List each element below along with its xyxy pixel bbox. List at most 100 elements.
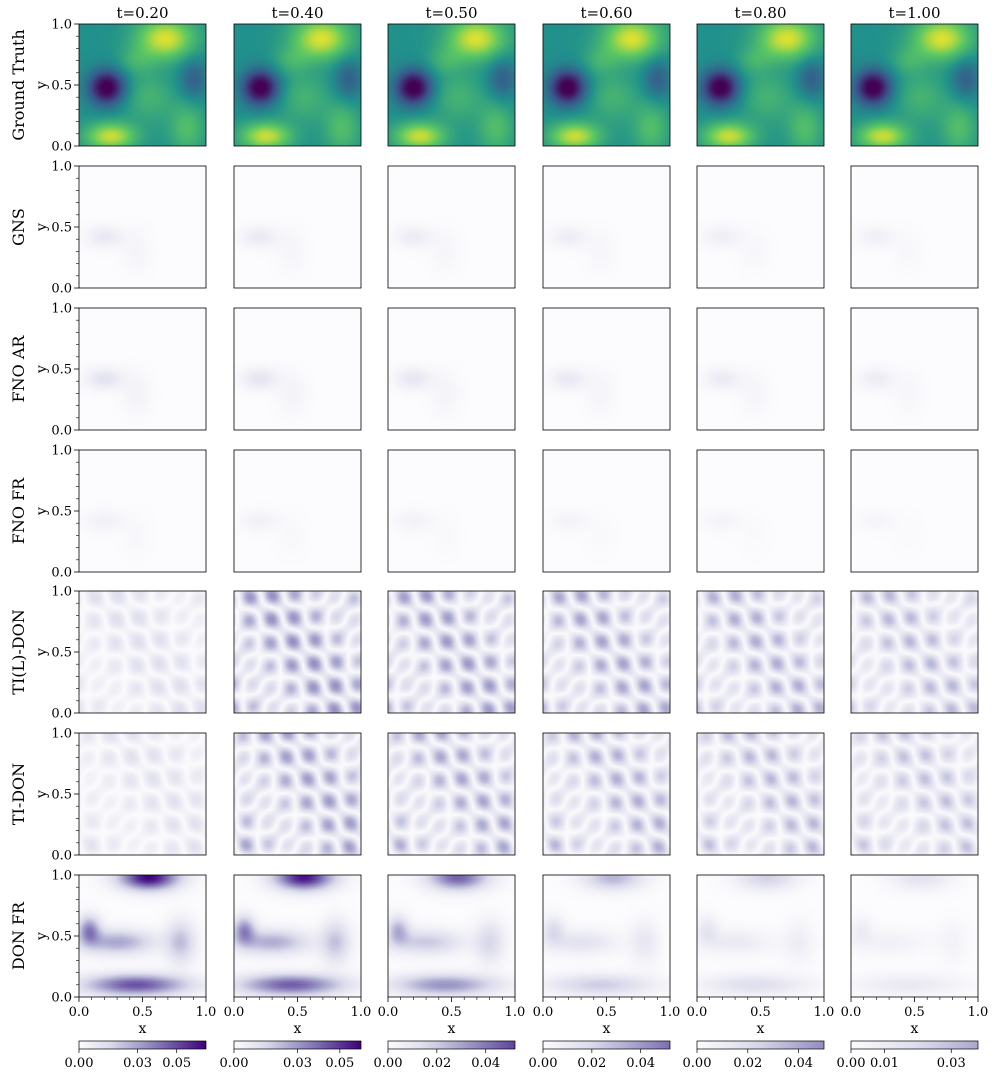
y-tick-label: 0.5 xyxy=(51,646,72,661)
y-tick-label: 0.5 xyxy=(51,505,72,520)
panel-don-fr-t-0-40 xyxy=(234,875,361,997)
colorbar-t-0-40 xyxy=(233,1040,362,1050)
panel-frame xyxy=(233,732,362,856)
panel-frame xyxy=(850,449,979,573)
colorbar-tick-label: 0.02 xyxy=(422,1056,451,1071)
panel-fno-fr-t-0-60 xyxy=(543,450,670,572)
panel-frame xyxy=(233,165,362,289)
y-tick-label: 1.0 xyxy=(51,869,72,884)
panel-don-fr-t-0-50 xyxy=(388,875,515,997)
y-axis-label: y xyxy=(34,223,50,232)
panel-don-fr-t-0-80 xyxy=(697,875,824,997)
x-tick-label: 1.0 xyxy=(505,1005,526,1020)
colorbar-t-0-80 xyxy=(696,1040,825,1050)
colorbar-tick-label: 0.00 xyxy=(683,1056,712,1071)
panel-frame xyxy=(387,165,516,289)
panel-frame xyxy=(542,23,671,147)
x-tick-label: 0.5 xyxy=(132,1005,153,1020)
y-tick-label: 0.5 xyxy=(51,221,72,236)
colorbar-tick-label: 0.00 xyxy=(220,1056,249,1071)
panel-don-fr-t-1-00 xyxy=(851,875,978,997)
y-tick-label: 1.0 xyxy=(51,302,72,317)
column-title-t-1-00: t=1.00 xyxy=(889,4,941,22)
y-tick-label: 0.0 xyxy=(51,991,72,1006)
panel-ti-l-don-t-1-00 xyxy=(851,591,978,713)
panel-ground-truth-t-0-20 xyxy=(79,24,206,146)
x-tick-label: 1.0 xyxy=(351,1005,372,1020)
colorbar-tick-label: 0.00 xyxy=(529,1056,558,1071)
colorbar-tick-label: 0.05 xyxy=(325,1056,354,1071)
panel-ti-don-t-1-00 xyxy=(851,733,978,855)
y-axis-label: y xyxy=(34,648,50,657)
panel-grid xyxy=(78,23,979,998)
panel-frame xyxy=(542,590,671,714)
panel-ti-don-t-0-50 xyxy=(388,733,515,855)
y-tick-label: 1.0 xyxy=(51,727,72,742)
colorbar-tick-label: 0.04 xyxy=(626,1056,655,1071)
x-tick-label: 1.0 xyxy=(968,1005,989,1020)
panel-frame xyxy=(387,732,516,856)
colorbar-t-1-00 xyxy=(850,1040,979,1050)
y-axis-label: y xyxy=(34,507,50,516)
x-axis-label: x xyxy=(757,1021,765,1037)
row-label-ground-truth: Ground Truth xyxy=(9,29,28,140)
colorbar-tick-label: 0.04 xyxy=(784,1056,813,1071)
panel-ti-don-t-0-60 xyxy=(543,733,670,855)
colorbar-tick-label: 0.00 xyxy=(65,1056,94,1071)
panel-don-fr-t-0-20 xyxy=(79,875,206,997)
panel-fno-fr-t-0-20 xyxy=(79,450,206,572)
y-axis-label: y xyxy=(34,81,50,90)
colorbar-t-0-60 xyxy=(542,1040,671,1050)
x-tick-label: 0.0 xyxy=(378,1005,399,1020)
row-label-ti-l-don: TI(L)-DON xyxy=(9,609,28,694)
panel-gns-t-0-50 xyxy=(388,166,515,288)
panel-fno-fr-t-0-40 xyxy=(234,450,361,572)
y-tick-label: 0.0 xyxy=(51,140,72,155)
x-tick-label: 0.5 xyxy=(904,1005,925,1020)
y-tick-label: 0.5 xyxy=(51,788,72,803)
colorbar-t-0-20 xyxy=(78,1040,207,1050)
colorbar-tick-label: 0.02 xyxy=(733,1056,762,1071)
column-title-t-0-50: t=0.50 xyxy=(426,4,478,22)
panel-ti-l-don-t-0-60 xyxy=(543,591,670,713)
y-tick-label: 1.0 xyxy=(51,18,72,33)
panel-ti-don-t-0-40 xyxy=(234,733,361,855)
panel-don-fr-t-0-60 xyxy=(543,875,670,997)
panel-frame xyxy=(696,307,825,431)
panel-frame xyxy=(696,590,825,714)
panel-frame xyxy=(850,165,979,289)
panel-frame xyxy=(850,732,979,856)
panel-gns-t-0-40 xyxy=(234,166,361,288)
panel-ground-truth-t-0-80 xyxy=(697,24,824,146)
colorbar-tick-label: 0.03 xyxy=(283,1056,312,1071)
panel-ti-l-don-t-0-20 xyxy=(79,591,206,713)
y-tick-label: 0.0 xyxy=(51,424,72,439)
row-label-gns: GNS xyxy=(9,208,28,246)
colorbar-tick-label: 0.03 xyxy=(123,1056,152,1071)
y-tick-label: 0.5 xyxy=(51,363,72,378)
y-tick-label: 0.5 xyxy=(51,79,72,94)
y-tick-label: 1.0 xyxy=(51,160,72,175)
x-axis-label: x xyxy=(911,1021,919,1037)
row-label-don-fr: DON FR xyxy=(9,901,28,970)
colorbar-tick-label: 0.02 xyxy=(577,1056,606,1071)
colorbar-tick-label: 0.00 xyxy=(837,1056,866,1071)
row-label-fno-fr: FNO FR xyxy=(9,477,28,544)
panel-frame xyxy=(542,307,671,431)
y-axis-label: y xyxy=(34,790,50,799)
colorbar-tick-label: 0.00 xyxy=(374,1056,403,1071)
column-title-t-0-80: t=0.80 xyxy=(735,4,787,22)
x-tick-label: 0.5 xyxy=(750,1005,771,1020)
panel-ground-truth-t-1-00 xyxy=(851,24,978,146)
panel-ti-l-don-t-0-40 xyxy=(234,591,361,713)
panel-fno-fr-t-1-00 xyxy=(851,450,978,572)
x-axis-label: x xyxy=(603,1021,611,1037)
colorbar-row: 0.00 0.03 0.05 0.00 0.03 0.05 0.00 0.02 0.04 0.00… xyxy=(65,1040,979,1071)
x-tick-label: 0.5 xyxy=(287,1005,308,1020)
panel-fno-fr-t-0-80 xyxy=(697,450,824,572)
panel-frame xyxy=(850,307,979,431)
x-tick-label: 0.0 xyxy=(533,1005,554,1020)
colorbar-tick-label: 0.03 xyxy=(937,1056,966,1071)
panel-ti-l-don-t-0-80 xyxy=(697,591,824,713)
column-title-t-0-60: t=0.60 xyxy=(581,4,633,22)
